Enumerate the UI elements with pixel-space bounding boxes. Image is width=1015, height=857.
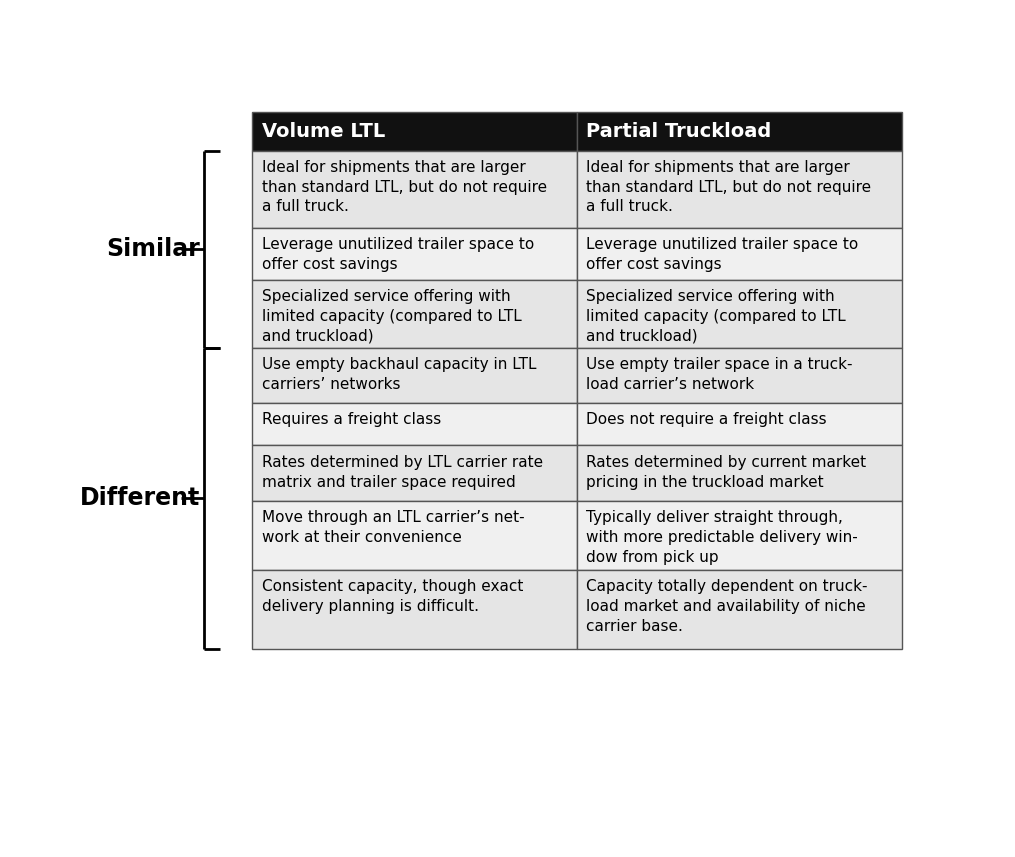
Text: Similar: Similar [107, 237, 201, 261]
Bar [253, 446, 578, 501]
Bar [578, 280, 902, 348]
Bar [253, 570, 578, 649]
Bar [578, 112, 902, 151]
Bar [578, 228, 902, 280]
Bar [253, 151, 578, 228]
Text: Partial Truckload: Partial Truckload [587, 122, 771, 141]
Bar [578, 348, 902, 403]
Bar [578, 501, 902, 570]
Text: Requires a freight class: Requires a freight class [262, 412, 441, 428]
Text: Specialized service offering with
limited capacity (compared to LTL
and truckloa: Specialized service offering with limite… [587, 289, 847, 344]
Bar [253, 280, 578, 348]
Bar [578, 446, 902, 501]
Bar [253, 112, 578, 151]
Text: Leverage unutilized trailer space to
offer cost savings: Leverage unutilized trailer space to off… [262, 237, 534, 272]
Text: Volume LTL: Volume LTL [262, 122, 385, 141]
Text: Ideal for shipments that are larger
than standard LTL, but do not require
a full: Ideal for shipments that are larger than… [262, 159, 547, 214]
Bar [578, 151, 902, 228]
Text: Ideal for shipments that are larger
than standard LTL, but do not require
a full: Ideal for shipments that are larger than… [587, 159, 872, 214]
Bar [578, 403, 902, 446]
Text: Rates determined by LTL carrier rate
matrix and trailer space required: Rates determined by LTL carrier rate mat… [262, 455, 543, 489]
Text: Consistent capacity, though exact
delivery planning is difficult.: Consistent capacity, though exact delive… [262, 579, 523, 614]
Text: Use empty backhaul capacity in LTL
carriers’ networks: Use empty backhaul capacity in LTL carri… [262, 357, 536, 392]
Bar [578, 570, 902, 649]
Bar [253, 403, 578, 446]
Text: Use empty trailer space in a truck-
load carrier’s network: Use empty trailer space in a truck- load… [587, 357, 853, 392]
Text: Leverage unutilized trailer space to
offer cost savings: Leverage unutilized trailer space to off… [587, 237, 859, 272]
Bar [253, 228, 578, 280]
Text: Rates determined by current market
pricing in the truckload market: Rates determined by current market prici… [587, 455, 867, 489]
Text: Typically deliver straight through,
with more predictable delivery win-
dow from: Typically deliver straight through, with… [587, 510, 859, 565]
Text: Move through an LTL carrier’s net-
work at their convenience: Move through an LTL carrier’s net- work … [262, 510, 525, 545]
Text: Capacity totally dependent on truck-
load market and availability of niche
carri: Capacity totally dependent on truck- loa… [587, 579, 868, 634]
Text: Does not require a freight class: Does not require a freight class [587, 412, 827, 428]
Bar [253, 501, 578, 570]
Text: Different: Different [80, 486, 201, 510]
Text: Specialized service offering with
limited capacity (compared to LTL
and truckloa: Specialized service offering with limite… [262, 289, 522, 344]
Bar [253, 348, 578, 403]
